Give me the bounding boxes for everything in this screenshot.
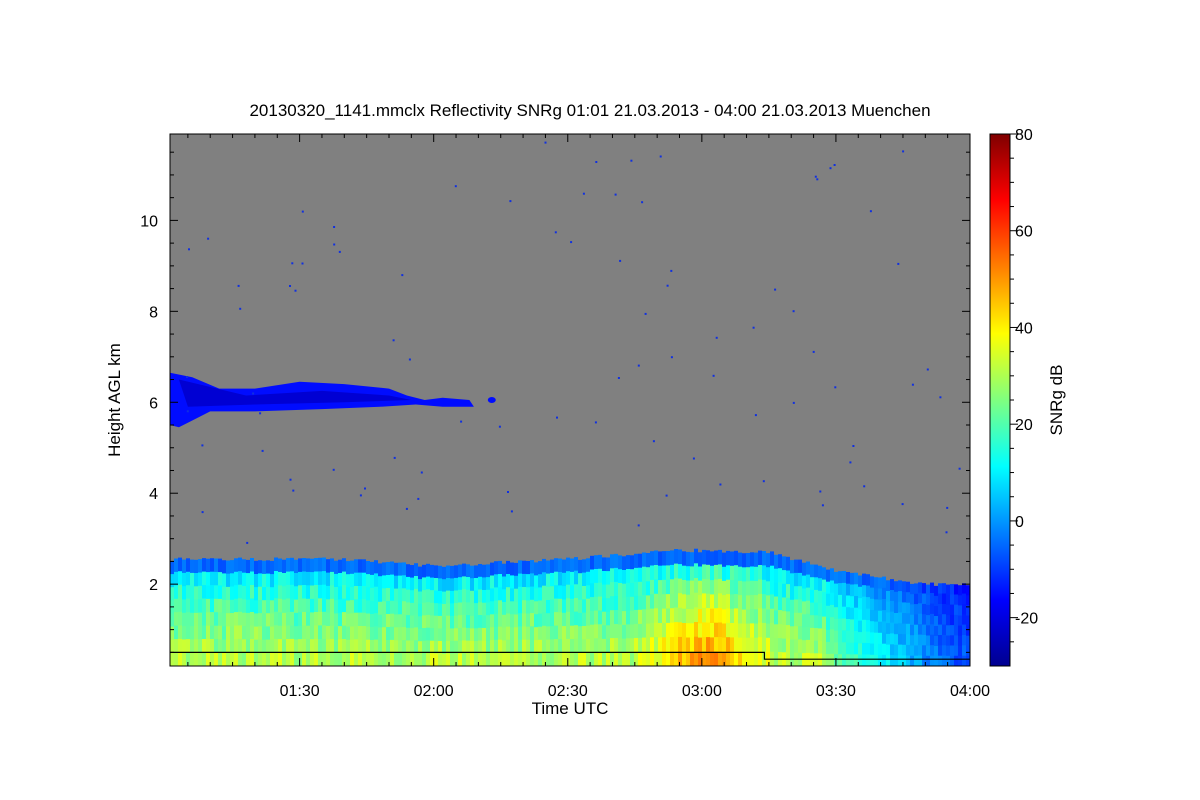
x-tick-label: 01:30 <box>280 683 320 700</box>
noise-speckles <box>186 141 961 544</box>
x-tick-label: 03:30 <box>816 683 856 700</box>
colorbar-tick-label: -20 <box>1015 611 1038 628</box>
x-tick-label: 03:00 <box>682 683 722 700</box>
colorbar-gradient <box>989 133 1011 667</box>
colorbar-tick-label: 0 <box>1015 514 1024 531</box>
bottom-line <box>170 651 970 660</box>
data-layer <box>170 141 970 666</box>
cloud-core <box>178 379 412 407</box>
colorbar-tick-label: 40 <box>1015 320 1033 337</box>
x-tick-label: 02:00 <box>414 683 454 700</box>
colorbar-tick-label: 80 <box>1015 127 1033 144</box>
x-tick-label: 02:30 <box>548 683 588 700</box>
colorbar-label: SNRg dB <box>1047 365 1066 436</box>
colorbar-tick-label: 60 <box>1015 224 1033 241</box>
plot-area: 01:30 02:00 02:30 03:00 03:30 04:00 2 4 6 8 10 <box>140 133 990 700</box>
x-axis-label: Time UTC <box>532 699 609 718</box>
y-tick-label: 6 <box>149 395 158 412</box>
chart-title: 20130320_1141.mmclx Reflectivity SNRg 01… <box>249 101 930 120</box>
y-tick-label: 4 <box>149 486 158 503</box>
x-ticks: 01:30 02:00 02:30 03:00 03:30 04:00 <box>187 134 990 700</box>
y-ticks: 2 4 6 8 10 <box>140 151 970 653</box>
y-axis-label: Height AGL km <box>105 343 124 457</box>
y-tick-label: 8 <box>149 304 158 321</box>
plot-frame <box>169 133 971 667</box>
y-tick-label: 10 <box>140 213 158 230</box>
cloud-fragment <box>487 397 496 403</box>
colorbar-tick-label: 20 <box>1015 417 1033 434</box>
upper-cloud-layer <box>170 372 496 428</box>
y-tick-label: 2 <box>149 577 158 594</box>
boundary-layer-echo <box>170 548 970 666</box>
colorbar: -20 0 20 40 60 80 SNRg dB <box>989 127 1066 667</box>
colorbar-ticks: -20 0 20 40 60 80 <box>1010 127 1038 643</box>
x-tick-label: 04:00 <box>950 683 990 700</box>
